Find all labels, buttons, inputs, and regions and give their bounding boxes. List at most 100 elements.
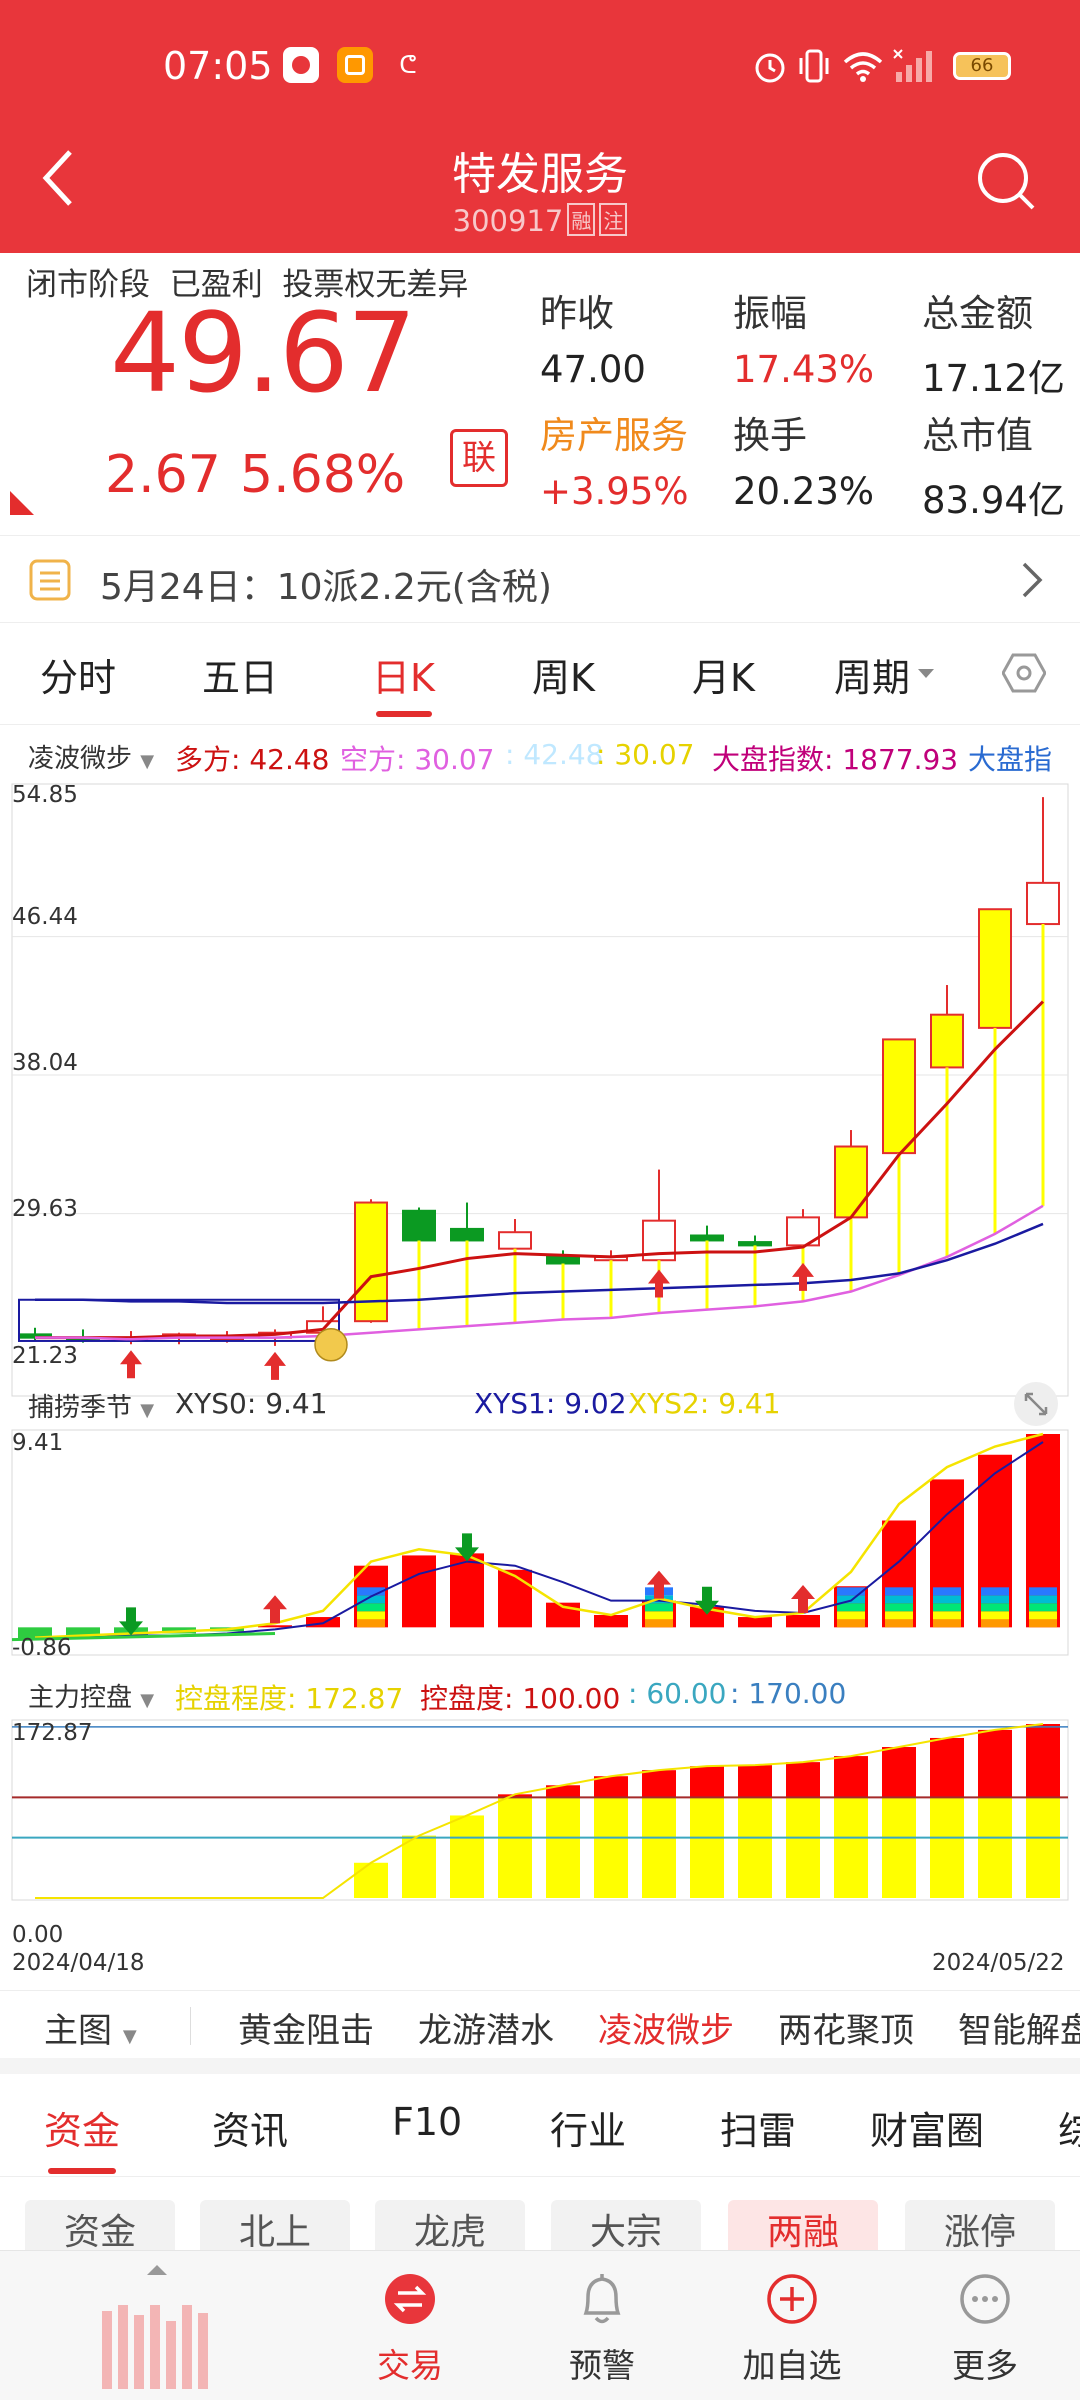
subtab-block-trade[interactable]: 大宗 xyxy=(551,2200,701,2258)
osc-bar xyxy=(786,1615,820,1628)
lian-button[interactable]: 联 xyxy=(450,429,508,487)
tab-daily-k[interactable]: 日K xyxy=(372,656,435,700)
tab-more[interactable]: 综 xyxy=(1058,2109,1080,2153)
stock-code: 300917 xyxy=(452,204,564,238)
page-title: 特发服务 xyxy=(452,149,628,200)
indicator-smart[interactable]: 智能解盘 xyxy=(958,2011,1080,2051)
energy-stack xyxy=(933,1603,961,1612)
energy-stack xyxy=(981,1595,1009,1604)
main-indicator-name: 凌波微步 xyxy=(28,744,133,774)
candle-body xyxy=(690,1234,724,1242)
bell-icon xyxy=(583,2274,621,2324)
tab-fortune[interactable]: 财富圈 xyxy=(870,2109,985,2153)
tab-active-underline xyxy=(376,711,432,717)
control-bar xyxy=(546,1797,580,1898)
tab-active-underline xyxy=(48,2168,116,2174)
ctrl-indicator-select[interactable]: 主力控盘 ▼ xyxy=(28,1677,154,1714)
tab-risk[interactable]: 扫雷 xyxy=(720,2109,797,2153)
nav-more[interactable]: 更多 xyxy=(915,2251,1055,2401)
subtab-dragon-tiger[interactable]: 龙虎 xyxy=(375,2200,525,2258)
info-tabs: 资金 资讯 F10 行业 扫雷 财富圈 综 xyxy=(0,2074,1080,2174)
energy-stack xyxy=(645,1611,673,1620)
chevron-right-icon xyxy=(1022,562,1043,598)
control-bar-high xyxy=(642,1770,676,1798)
candle-body xyxy=(354,1201,388,1323)
energy-stack xyxy=(1029,1587,1057,1596)
stock-code-line: 300917 融注 xyxy=(0,203,1080,238)
dividend-notice[interactable]: 5月24日：10派2.2元(含税) xyxy=(0,535,1080,623)
main-indicator-select[interactable]: 凌波微步 ▼ xyxy=(28,738,154,775)
buy-arrow-icon xyxy=(120,1350,142,1379)
control-bar-high xyxy=(546,1785,580,1798)
buy-arrow-icon xyxy=(648,1269,670,1298)
energy-stack xyxy=(981,1587,1009,1596)
period-tabs: 分时 五日 日K 周K 月K 周期 xyxy=(0,625,1080,725)
nav-alert[interactable]: 预警 xyxy=(532,2251,672,2401)
status-bar: 07:05 ᕦ 66 xyxy=(0,0,1080,135)
control-bar-high xyxy=(594,1776,628,1798)
legend-kongfang: 空方: 30.07 xyxy=(340,743,495,776)
tab-period[interactable]: 周期 xyxy=(834,656,911,700)
subtab-margin[interactable]: 两融 xyxy=(728,2200,878,2258)
chart-frame xyxy=(11,783,1069,1397)
tab-news[interactable]: 资讯 xyxy=(212,2109,289,2153)
chevron-down-icon xyxy=(918,669,934,678)
candle-body xyxy=(978,908,1012,1029)
osc-indicator-select[interactable]: 捕捞季节 ▼ xyxy=(28,1387,154,1424)
divider xyxy=(0,2176,1080,2177)
control-bar-high xyxy=(786,1762,820,1798)
legend-index-2: 大盘指 xyxy=(968,743,1053,776)
tab-industry[interactable]: 行业 xyxy=(550,2109,627,2153)
tab-intraday[interactable]: 分时 xyxy=(40,656,117,700)
nav-trade-label: 交易 xyxy=(377,2346,443,2385)
section-gap xyxy=(0,2058,1080,2074)
legend-yellow: : 30.07 xyxy=(596,738,695,771)
energy-stack xyxy=(1029,1619,1057,1628)
osc-bar xyxy=(402,1555,436,1628)
ctrl-indicator-name: 主力控盘 xyxy=(28,1683,133,1713)
nav-add-watch[interactable]: 加自选 xyxy=(722,2251,862,2401)
date-start: 2024/04/18 xyxy=(12,1950,145,1976)
add-circle-icon xyxy=(767,2274,817,2324)
stat-label-sector[interactable]: 房产服务 xyxy=(540,414,688,457)
expand-icon[interactable] xyxy=(1012,1380,1060,1428)
indicator-gold[interactable]: 黄金阻击 xyxy=(238,2011,374,2051)
nav-trade[interactable]: 交易 xyxy=(340,2251,480,2401)
settings-hex-icon[interactable] xyxy=(1002,651,1046,695)
subtab-limit-up[interactable]: 涨停 xyxy=(905,2200,1055,2258)
divider xyxy=(190,2007,191,2045)
dropdown-icon: ▼ xyxy=(122,2026,137,2047)
control-bar xyxy=(738,1797,772,1898)
indicator-lingbo[interactable]: 凌波微步 xyxy=(598,2011,734,2051)
search-icon[interactable] xyxy=(975,150,1037,212)
back-icon[interactable] xyxy=(38,148,78,208)
mini-chart-thumbnail[interactable] xyxy=(96,2291,220,2391)
tab-funds[interactable]: 资金 xyxy=(44,2109,121,2153)
control-bar xyxy=(594,1797,628,1898)
indicator-lianghua[interactable]: 两花聚顶 xyxy=(778,2011,914,2051)
osc-bar xyxy=(450,1553,484,1628)
tab-five-day[interactable]: 五日 xyxy=(202,656,279,700)
subtab-northbound[interactable]: 北上 xyxy=(200,2200,350,2258)
energy-stack xyxy=(837,1611,865,1620)
control-bar-high xyxy=(498,1794,532,1798)
control-bar-high xyxy=(834,1756,868,1798)
subtab-funds[interactable]: 资金 xyxy=(25,2200,175,2258)
more-icon xyxy=(960,2274,1010,2324)
quote-panel: 闭市阶段 已盈利 投票权无差异 49.67 2.67 5.68% 联 昨收 47… xyxy=(0,253,1080,533)
indicator-dragon[interactable]: 龙游潜水 xyxy=(418,2011,554,2051)
tab-weekly-k[interactable]: 周K xyxy=(532,656,595,700)
range-box xyxy=(18,1298,340,1342)
alarm-icon xyxy=(755,53,785,83)
osc-indicator-name: 捕捞季节 xyxy=(28,1393,133,1423)
kline-charts[interactable] xyxy=(0,770,1080,1990)
control-bar-high xyxy=(978,1729,1012,1798)
battery-level: 66 xyxy=(970,55,994,76)
control-bar-high xyxy=(690,1766,724,1798)
ctrl-ytop: 172.87 xyxy=(12,1720,93,1746)
tab-f10[interactable]: F10 xyxy=(392,2100,463,2144)
main-chart-select[interactable]: 主图 ▼ xyxy=(44,2003,137,2052)
tab-monthly-k[interactable]: 月K xyxy=(692,656,755,700)
control-bar xyxy=(354,1862,388,1898)
legend-control-degree: 控盘度: 100.00 xyxy=(420,1682,621,1715)
